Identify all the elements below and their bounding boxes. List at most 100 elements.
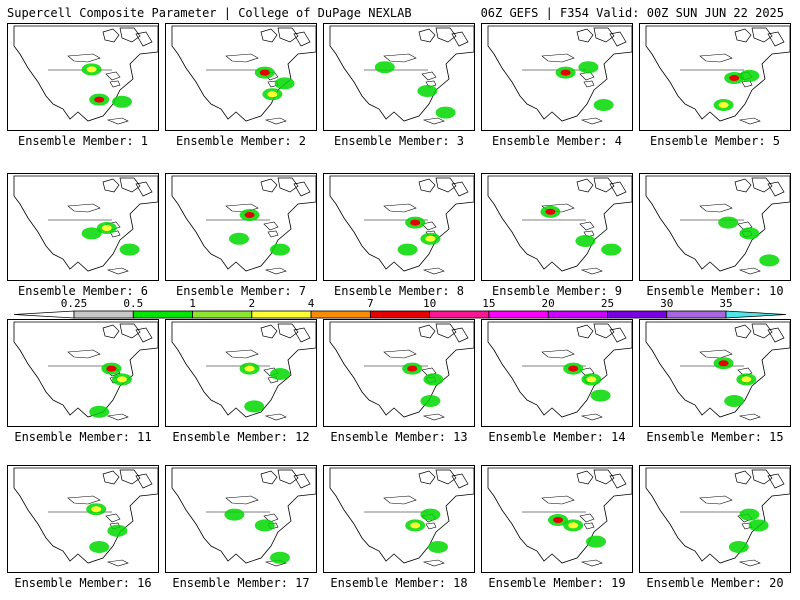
great-lakes (541, 53, 595, 88)
continent-outline (329, 467, 474, 564)
map-panel-14 (481, 319, 633, 427)
cuba-outline (422, 117, 445, 125)
scp-blob (748, 519, 769, 532)
continent-outline (13, 467, 158, 564)
scp-blob (270, 243, 290, 256)
colorbar-tick-label: 1 (189, 297, 196, 310)
ensemble-member-label: Ensemble Member: 17 (172, 576, 310, 590)
cuba-outline (580, 413, 603, 421)
ensemble-member-label: Ensemble Member: 10 (646, 284, 784, 298)
arctic-islands (734, 469, 785, 489)
continent-outline (645, 175, 790, 272)
map-panel-4 (481, 23, 633, 131)
valid-time: 06Z GEFS | F354 Valid: 00Z SUN JUN 22 20… (480, 6, 784, 20)
scp-blob (601, 243, 622, 256)
ensemble-member-label: Ensemble Member: 15 (646, 430, 784, 444)
scp-core (101, 225, 112, 231)
great-lakes (67, 53, 121, 88)
continent-outline (645, 467, 790, 564)
cuba-outline (580, 559, 603, 567)
scp-blob (374, 61, 395, 74)
scp-blob (759, 254, 780, 267)
continent-outline (329, 175, 474, 272)
colorbar-tick-label: 35 (719, 297, 733, 310)
ensemble-member-label: Ensemble Member: 1 (17, 134, 149, 148)
scp-blob (417, 85, 438, 97)
colorbar-bin (607, 310, 668, 319)
scp-blob (423, 373, 444, 386)
scp-core (244, 365, 255, 372)
ensemble-member-label: Ensemble Member: 5 (649, 134, 781, 148)
ensemble-member-label: Ensemble Member: 9 (491, 284, 623, 298)
colorbar-bin (369, 310, 431, 319)
scp-blob (739, 69, 760, 82)
scp-blob (397, 243, 418, 256)
arctic-islands (734, 323, 785, 343)
scp-blob (578, 61, 599, 74)
cuba-outline (422, 267, 445, 275)
scp-max (547, 210, 553, 214)
map-panel-16 (7, 465, 159, 573)
cuba-outline (106, 559, 129, 567)
ensemble-member-label: Ensemble Member: 7 (175, 284, 307, 298)
scp-max (721, 361, 727, 365)
colorbar-tick-label: 4 (307, 297, 315, 310)
scp-max (731, 76, 737, 80)
arctic-islands (418, 469, 469, 489)
continent-outline (171, 25, 316, 122)
scp-blob (718, 216, 739, 229)
colorbar-tick-label: 7 (367, 297, 374, 310)
scp-blob (728, 541, 749, 553)
color-scale (13, 310, 787, 319)
arctic-islands (418, 27, 469, 47)
map-panel-11 (7, 319, 159, 427)
continent-outline (645, 321, 790, 418)
map-panel-18 (323, 465, 475, 573)
ensemble-member-label: Ensemble Member: 3 (333, 134, 465, 148)
scp-blob (89, 541, 110, 553)
scp-core (117, 376, 127, 383)
map-panel-7 (165, 173, 317, 281)
colorbar-bin (192, 310, 253, 319)
cuba-outline (580, 267, 603, 275)
colorbar-bin (429, 310, 490, 319)
map-panel-3 (323, 23, 475, 131)
colorbar-left-arrow (13, 310, 75, 319)
cuba-outline (422, 413, 445, 421)
colorbar-bin (132, 310, 193, 319)
scp-max (412, 221, 418, 225)
map-panel-9 (481, 173, 633, 281)
map-panel-15 (639, 319, 791, 427)
map-panel-6 (7, 173, 159, 281)
scp-blob (112, 95, 132, 108)
ensemble-member-label: Ensemble Member: 8 (333, 284, 465, 298)
map-panel-8 (323, 173, 475, 281)
cuba-outline (738, 413, 761, 421)
arctic-islands (576, 27, 627, 47)
arctic-islands (260, 323, 311, 343)
map-panel-13 (323, 319, 475, 427)
cuba-outline (106, 117, 129, 125)
arctic-islands (260, 27, 311, 47)
scp-max (563, 71, 569, 75)
colorbar-bin (73, 310, 134, 319)
cuba-outline (422, 559, 445, 567)
continent-outline (329, 321, 474, 418)
scp-max (247, 213, 253, 217)
colorbar-tick-label: 0.25 (60, 297, 88, 310)
ensemble-member-label: Ensemble Member: 13 (330, 430, 468, 444)
cuba-outline (106, 413, 129, 421)
map-panel-10 (639, 173, 791, 281)
cuba-outline (738, 559, 761, 567)
continent-outline (487, 175, 632, 272)
scp-blob (739, 227, 760, 240)
scp-core (86, 66, 97, 73)
arctic-islands (260, 469, 311, 489)
ensemble-member-label: Ensemble Member: 19 (488, 576, 626, 590)
cuba-outline (264, 413, 287, 421)
cuba-outline (738, 117, 761, 125)
ensemble-member-label: Ensemble Member: 16 (14, 576, 152, 590)
arctic-islands (734, 27, 785, 47)
scp-max (570, 367, 576, 371)
map-panel-2 (165, 23, 317, 131)
